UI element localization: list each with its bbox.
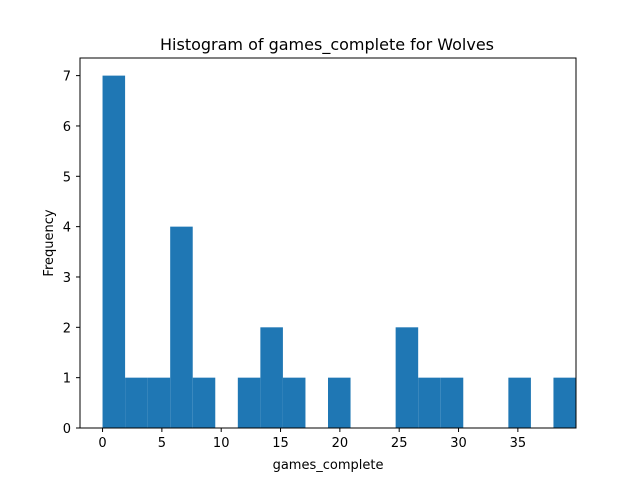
chart-title: Histogram of games_complete for Wolves (160, 35, 494, 55)
x-tick-label: 35 (510, 436, 527, 451)
histogram-bar (102, 75, 126, 428)
histogram-bar (328, 377, 351, 428)
histogram-bar (418, 377, 441, 428)
x-axis-title: games_complete (273, 458, 384, 473)
y-tick-label: 0 (63, 422, 71, 437)
histogram-bar (237, 377, 261, 428)
x-axis-ticks: 0 5 10 15 20 25 30 35 (98, 428, 526, 451)
x-tick-label: 25 (391, 436, 408, 451)
y-tick-label: 3 (63, 271, 71, 286)
bars-group (102, 75, 576, 428)
histogram-bar (440, 377, 464, 428)
histogram-bar (125, 377, 148, 428)
x-tick-label: 15 (272, 436, 289, 451)
histogram-bar (395, 327, 419, 428)
y-tick-label: 7 (63, 70, 71, 85)
plot-frame (79, 57, 577, 429)
x-tick-label: 30 (450, 436, 467, 451)
histogram-bar (147, 377, 171, 428)
y-axis-title: Frequency (42, 209, 57, 276)
y-tick-label: 5 (63, 170, 71, 185)
x-tick-label: 0 (98, 436, 106, 451)
histogram-bar (170, 226, 193, 428)
x-tick-label: 10 (213, 436, 230, 451)
histogram-bar (192, 377, 216, 428)
y-tick-label: 6 (63, 120, 71, 135)
y-axis-ticks: 0 1 2 3 4 5 6 7 (63, 70, 80, 437)
y-tick-label: 2 (63, 321, 71, 336)
y-tick-label: 1 (63, 372, 71, 387)
x-tick-label: 5 (158, 436, 166, 451)
histogram-bar (282, 377, 306, 428)
y-tick-label: 4 (63, 221, 71, 236)
histogram-bar (508, 377, 531, 428)
x-tick-label: 20 (332, 436, 349, 451)
histogram-bar (553, 377, 576, 428)
histogram-bar (260, 327, 283, 428)
